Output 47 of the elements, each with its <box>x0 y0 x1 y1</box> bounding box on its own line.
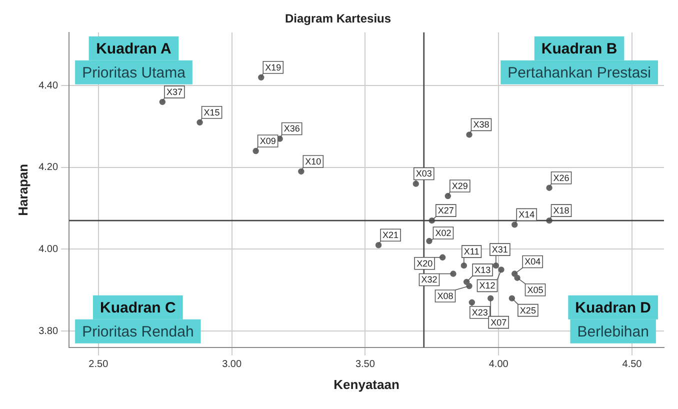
annotation: X20 <box>416 258 433 268</box>
annotation: X25 <box>520 305 536 316</box>
y-tick-label: 4.40 <box>38 80 58 92</box>
annotation: X32 <box>421 274 438 285</box>
x-tick-label: 4.50 <box>622 359 642 370</box>
annotation: X08 <box>437 291 454 302</box>
annotation: X05 <box>527 284 544 295</box>
annotation: X02 <box>435 228 452 238</box>
x-tick-label: 3.50 <box>355 359 376 370</box>
annotation: Kuadran C <box>100 300 176 317</box>
annotation: Berlebihan <box>577 324 649 341</box>
annotation: X36 <box>284 124 300 134</box>
chart-title: Diagram Kartesius <box>284 12 392 26</box>
annotation: Prioritas Utama <box>82 64 186 82</box>
annotation: X07 <box>490 317 507 328</box>
y-tick-label: 4.00 <box>38 244 58 255</box>
annotation: X21 <box>382 230 399 240</box>
annotation: X11 <box>464 246 480 257</box>
annotation: X18 <box>553 206 570 216</box>
annotation: X29 <box>452 181 468 192</box>
annotation: X38 <box>473 120 490 130</box>
annotation: Pertahankan Prestasi <box>508 64 652 82</box>
annotation: X15 <box>204 107 220 118</box>
x-tick-label: 4.00 <box>488 359 509 370</box>
y-tick-label: 4.20 <box>38 162 58 174</box>
y-tick-label: 3.80 <box>38 326 58 337</box>
annotation: Kuadran A <box>96 40 172 58</box>
annotation: Kuadran D <box>575 300 652 317</box>
y-axis-title: Harapan <box>15 164 30 216</box>
x-tick-label: 2.50 <box>88 359 109 370</box>
annotation: Kuadran B <box>541 40 618 58</box>
annotation: X26 <box>553 172 570 183</box>
annotation: X09 <box>260 136 276 146</box>
annotation: X23 <box>472 307 488 318</box>
annotation: X10 <box>305 156 322 166</box>
annotation: X03 <box>416 168 432 179</box>
x-axis-title: Kenyataan <box>334 376 400 392</box>
annotation: X27 <box>438 206 454 216</box>
annotation: X12 <box>479 280 496 291</box>
annotation: X04 <box>524 256 541 267</box>
annotation: X14 <box>518 210 535 220</box>
annotation: X37 <box>166 86 182 97</box>
annotation: X13 <box>474 264 491 275</box>
annotation: X31 <box>492 244 508 255</box>
annotation: Prioritas Rendah <box>82 324 194 341</box>
annotation: X19 <box>265 62 282 72</box>
x-tick-label: 3.00 <box>222 359 242 370</box>
